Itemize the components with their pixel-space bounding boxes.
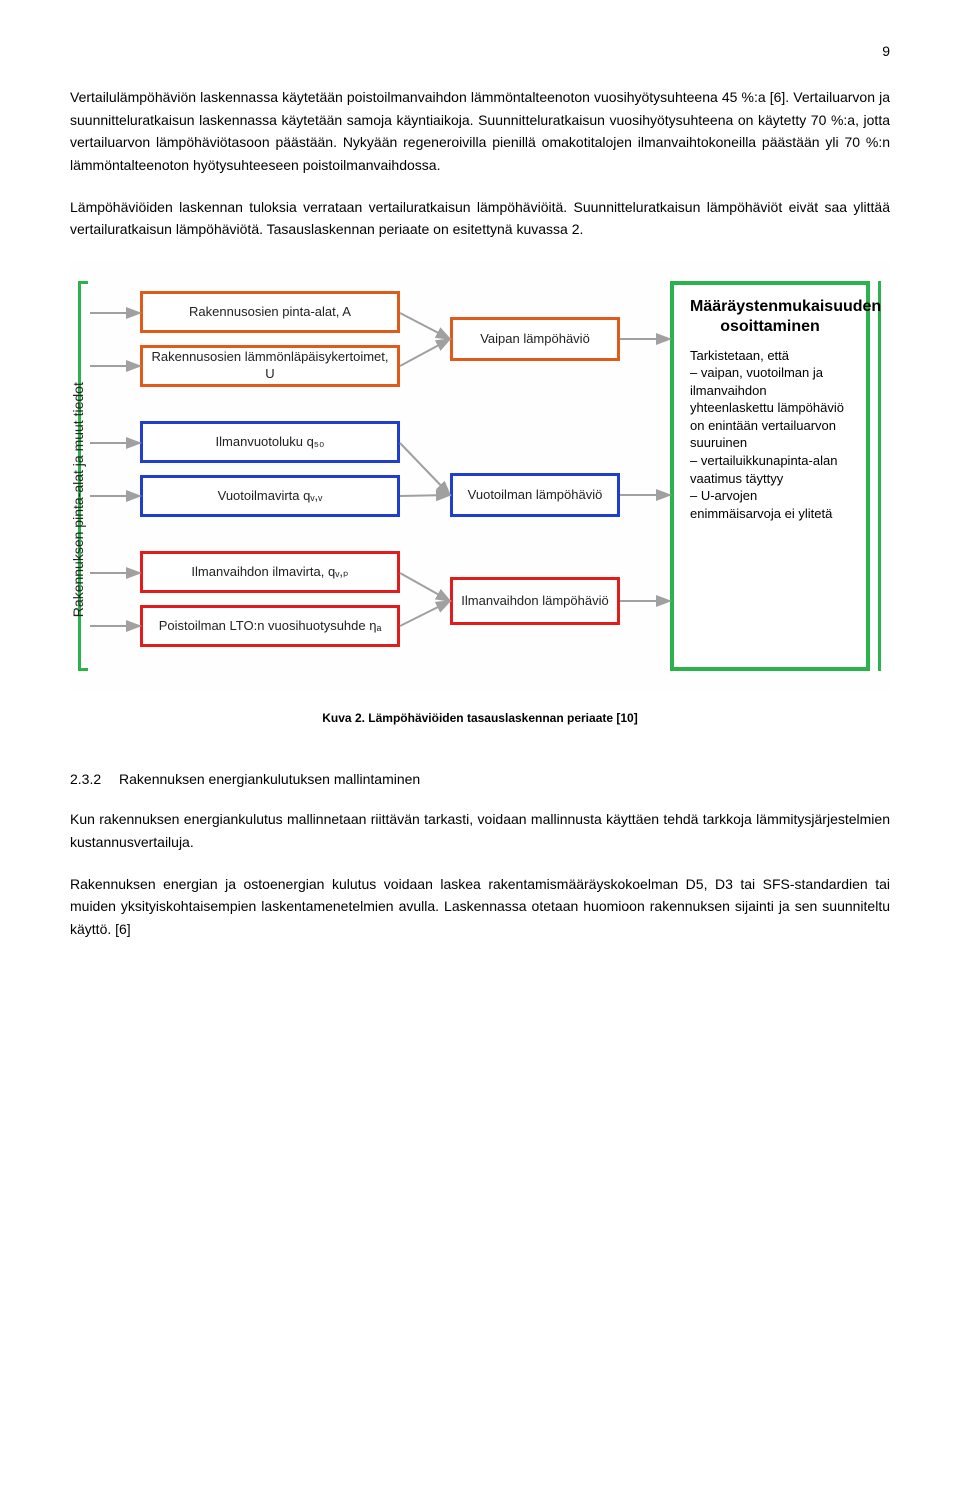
- box-mid2: Vuotoilman lämpöhäviö: [450, 473, 620, 517]
- section-title: Rakennuksen energiankulutuksen mallintam…: [119, 771, 420, 787]
- box-in2: Rakennusosien lämmönläpäisykertoimet, U: [140, 345, 400, 387]
- paragraph-1: Vertailulämpöhäviön laskennassa käytetää…: [70, 86, 890, 176]
- box-in6: Poistoilman LTO:n vuosihuotysuhde ηₐ: [140, 605, 400, 647]
- box-in1: Rakennusosien pinta-alat, A: [140, 291, 400, 333]
- input-bracket-label: Rakennuksen pinta-alat ja muut tiedot: [67, 337, 89, 617]
- box-mid1: Vaipan lämpöhäviö: [450, 317, 620, 361]
- page-number: 9: [70, 40, 890, 62]
- result-title: Määräystenmukaisuuden osoittaminen: [690, 297, 850, 337]
- section-number: 2.3.2: [70, 768, 101, 790]
- paragraph-3: Kun rakennuksen energiankulutus mallinne…: [70, 808, 890, 853]
- result-end-bar: [878, 281, 882, 671]
- box-in4: Vuotoilmavirta qᵥ,ᵥ: [140, 475, 400, 517]
- box-mid3: Ilmanvaihdon lämpöhäviö: [450, 577, 620, 625]
- result-body: Tarkistetaan, että – vaipan, vuotoilman …: [690, 347, 850, 522]
- figure-caption: Kuva 2. Lämpöhäviöiden tasauslaskennan p…: [70, 709, 890, 728]
- paragraph-2: Lämpöhäviöiden laskennan tuloksia verrat…: [70, 196, 890, 241]
- heat-loss-diagram: Rakennuksen pinta-alat ja muut tiedot Rak…: [70, 261, 890, 691]
- box-in3: Ilmanvuotoluku q₅₀: [140, 421, 400, 463]
- box-result: Määräystenmukaisuuden osoittaminen Tarkis…: [670, 281, 870, 671]
- section-heading: 2.3.2 Rakennuksen energiankulutuksen mal…: [70, 768, 890, 790]
- box-in5: Ilmanvaihdon ilmavirta, qᵥ,ₚ: [140, 551, 400, 593]
- paragraph-4: Rakennuksen energian ja ostoenergian kul…: [70, 873, 890, 940]
